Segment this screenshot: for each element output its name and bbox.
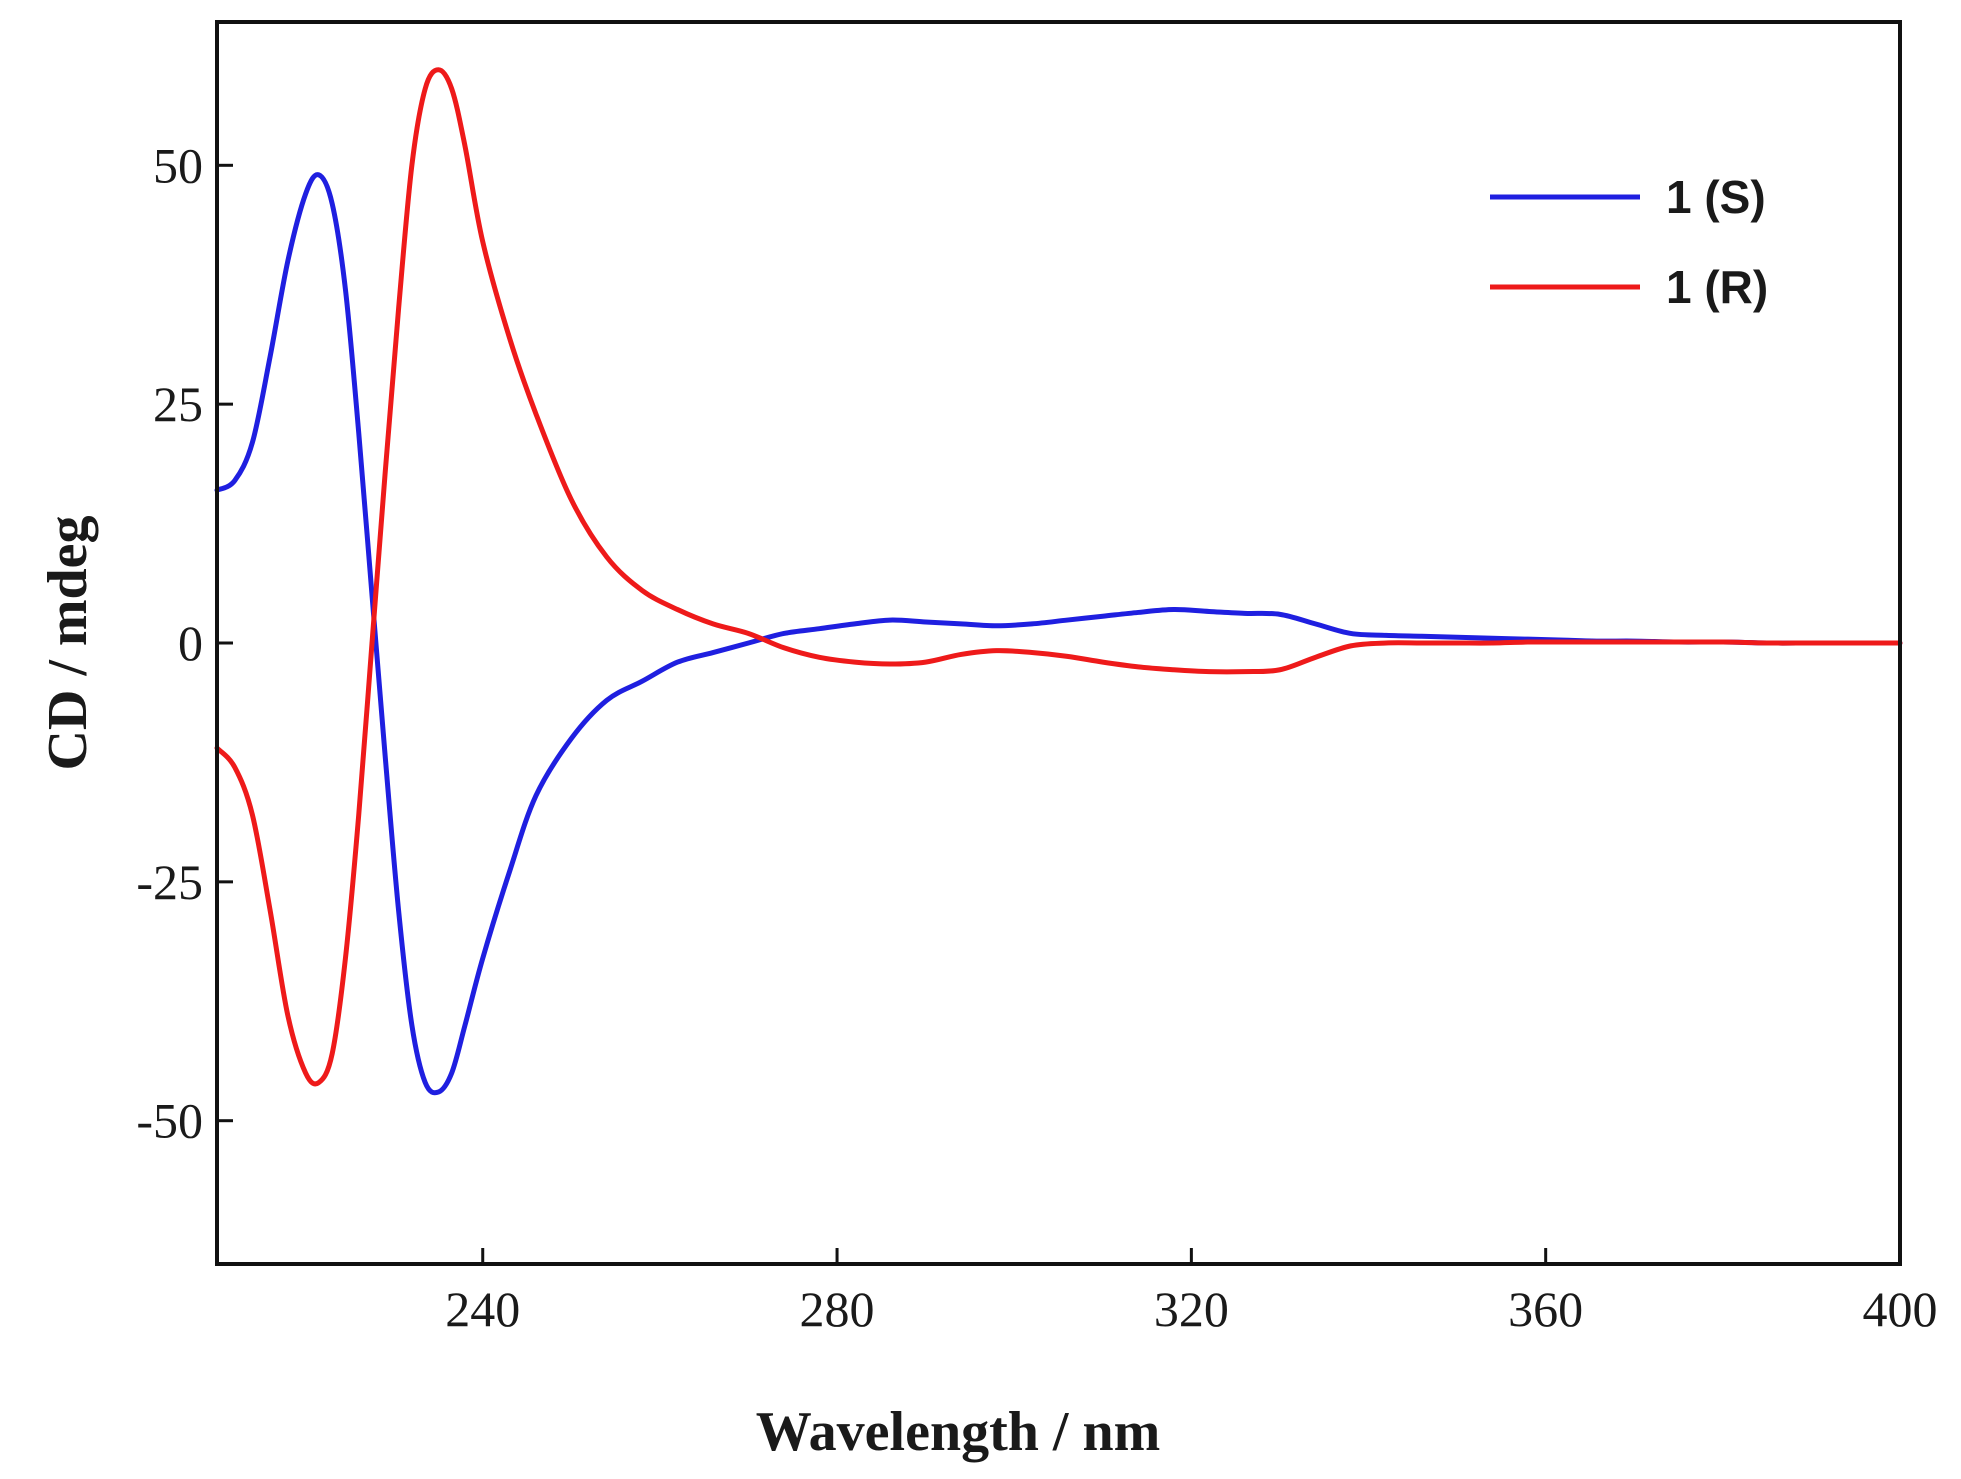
y-tick-label: 25 bbox=[153, 376, 203, 432]
y-tick-label: -50 bbox=[136, 1093, 203, 1149]
x-tick-label: 280 bbox=[800, 1281, 875, 1337]
y-tick-label: -25 bbox=[136, 854, 203, 910]
x-tick-label: 320 bbox=[1154, 1281, 1229, 1337]
series-layer bbox=[214, 67, 1903, 1096]
x-tick-label: 240 bbox=[445, 1281, 520, 1337]
series-line-1-s bbox=[214, 172, 1903, 1096]
y-tick-label: 50 bbox=[153, 137, 203, 193]
x-tick-label: 360 bbox=[1508, 1281, 1583, 1337]
legend-label-1-r: 1 (R) bbox=[1666, 261, 1768, 313]
legend-label-1-s: 1 (S) bbox=[1666, 171, 1766, 223]
y-tick-label: 0 bbox=[178, 615, 203, 671]
y-axis-title: CD / mdeg bbox=[37, 515, 99, 770]
x-tick-label: 400 bbox=[1863, 1281, 1938, 1337]
tick-layer: 240 280 320 360 400 -50 -25 0 25 50 bbox=[136, 137, 1937, 1337]
x-axis-title: Wavelength / nm bbox=[756, 1401, 1160, 1463]
series-line-1-r bbox=[214, 67, 1903, 1087]
legend: 1 (S) 1 (R) bbox=[1490, 171, 1768, 313]
